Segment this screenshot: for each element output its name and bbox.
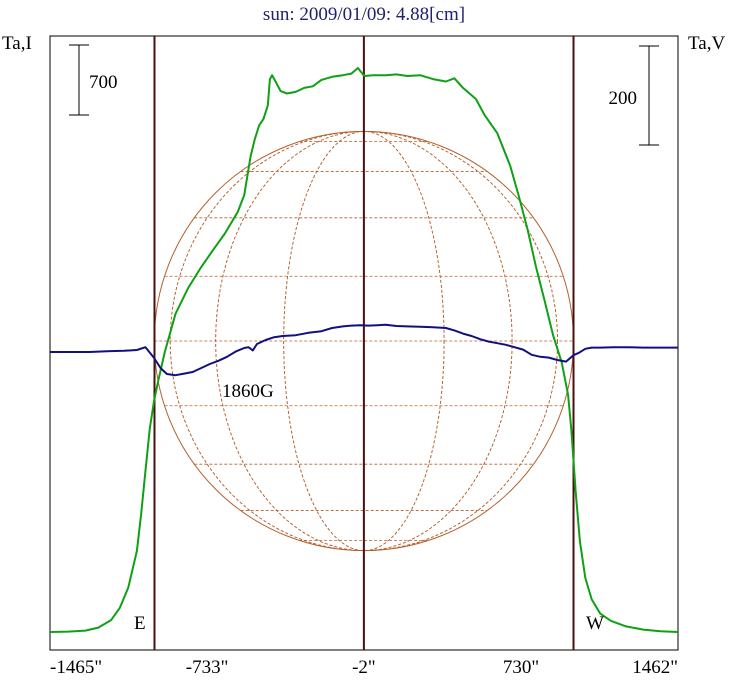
scale-bar-right: 200 [609,45,659,146]
x-tick-label: -2" [352,657,376,678]
scale-bar-left: 700 [69,44,118,116]
series-line-intensity [49,67,679,633]
scale-bar-left-label: 700 [89,72,118,93]
field-strength-annotation: 1860G [222,381,274,402]
y-axis-label-left: Ta,I [2,33,32,54]
limb-label-east: E [134,613,146,634]
chart-title: sun: 2009/01/09: 4.88[cm] [263,4,465,25]
x-tick-label: -1465" [50,657,102,678]
series-line-circular-polarization [50,323,678,377]
limb-label-west: W [586,613,604,634]
x-tick-label: 730" [503,657,539,678]
scale-bar-right-label: 200 [609,88,638,109]
series-layer [49,67,679,633]
x-tick-label: -733" [186,657,229,678]
x-tick-label: 1462" [632,657,678,678]
y-axis-label-right: Ta,V [688,33,725,54]
limb-and-center-lines [153,36,575,650]
x-tick-labels: -1465" -733" -2" 730" 1462" [50,657,678,678]
